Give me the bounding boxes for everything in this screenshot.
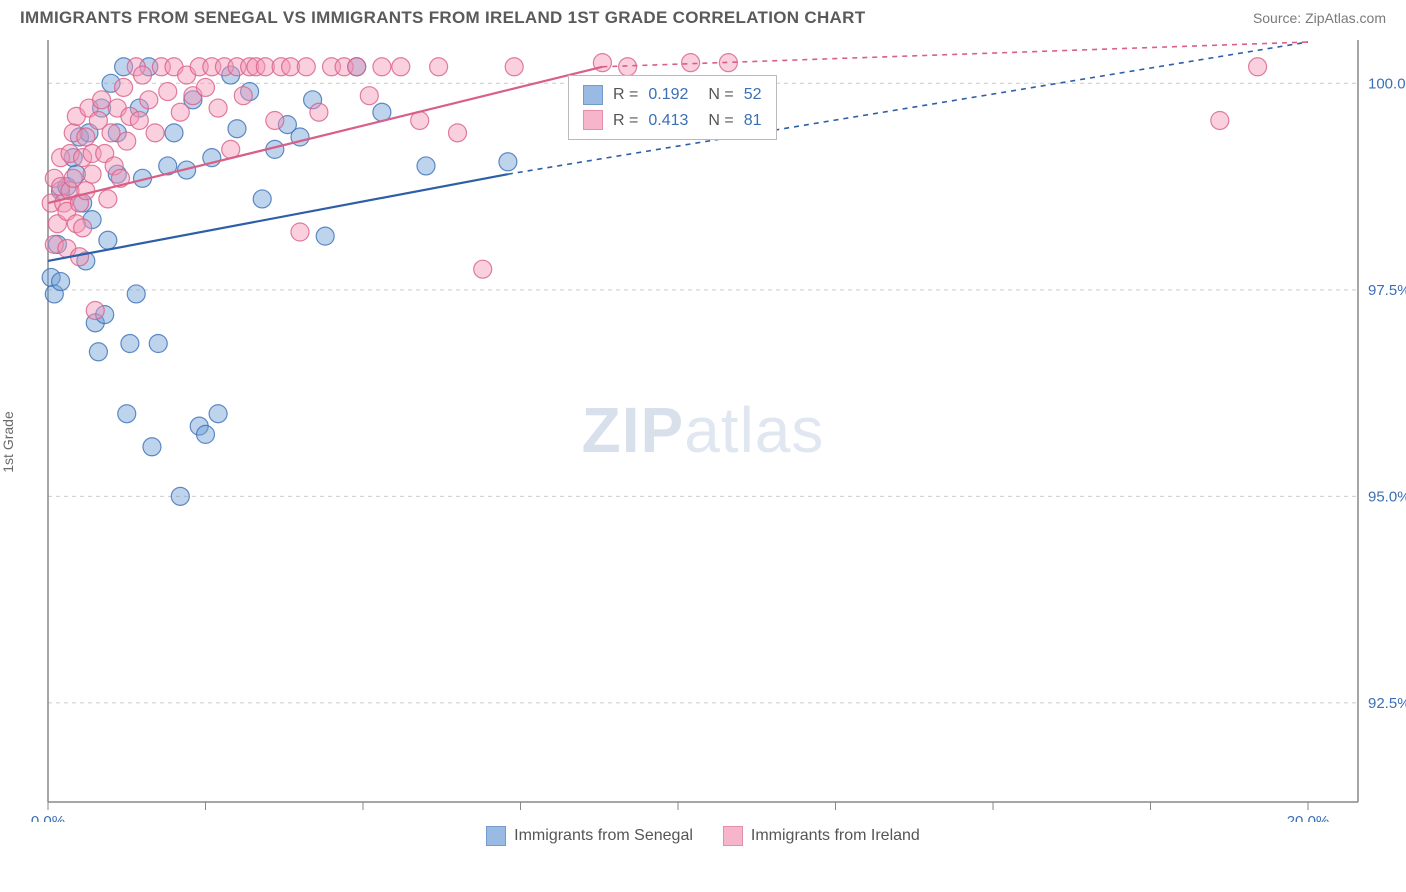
legend-label-senegal: Immigrants from Senegal — [514, 827, 693, 845]
r-value-ireland: 0.413 — [648, 108, 688, 134]
scatter-chart: ZIPatlas 92.5% 95.0% 97.5% 100.0% 0.0% 20.0% — [0, 32, 1406, 822]
svg-text:100.0%: 100.0% — [1368, 75, 1406, 92]
swatch-senegal-icon — [486, 826, 506, 846]
chart-source: Source: ZipAtlas.com — [1253, 10, 1386, 26]
legend-item-ireland: Immigrants from Ireland — [723, 826, 920, 846]
n-value-ireland: 81 — [744, 108, 762, 134]
swatch-senegal — [583, 85, 603, 105]
svg-text:95.0%: 95.0% — [1368, 488, 1406, 505]
svg-text:92.5%: 92.5% — [1368, 695, 1406, 712]
chart-title: IMMIGRANTS FROM SENEGAL VS IMMIGRANTS FR… — [20, 8, 865, 28]
svg-text:20.0%: 20.0% — [1287, 813, 1330, 822]
swatch-ireland-icon — [723, 826, 743, 846]
stats-row-senegal: R = 0.192 N = 52 — [583, 82, 762, 108]
legend-item-senegal: Immigrants from Senegal — [486, 826, 693, 846]
r-value-senegal: 0.192 — [648, 82, 688, 108]
legend-label-ireland: Immigrants from Ireland — [751, 827, 920, 845]
stats-row-ireland: R = 0.413 N = 81 — [583, 108, 762, 134]
chart-header: IMMIGRANTS FROM SENEGAL VS IMMIGRANTS FR… — [0, 0, 1406, 32]
y-axis-label: 1st Grade — [0, 411, 16, 472]
stats-legend: R = 0.192 N = 52 R = 0.413 N = 81 — [568, 75, 777, 140]
swatch-ireland — [583, 110, 603, 130]
svg-text:0.0%: 0.0% — [31, 813, 65, 822]
watermark: ZIPatlas — [582, 394, 825, 466]
series-legend: Immigrants from Senegal Immigrants from … — [0, 822, 1406, 852]
n-value-senegal: 52 — [744, 82, 762, 108]
chart-area: 1st Grade ZIPatlas 92.5% 95.0% 97.5% 100.0%… — [0, 32, 1406, 852]
svg-text:97.5%: 97.5% — [1368, 282, 1406, 299]
